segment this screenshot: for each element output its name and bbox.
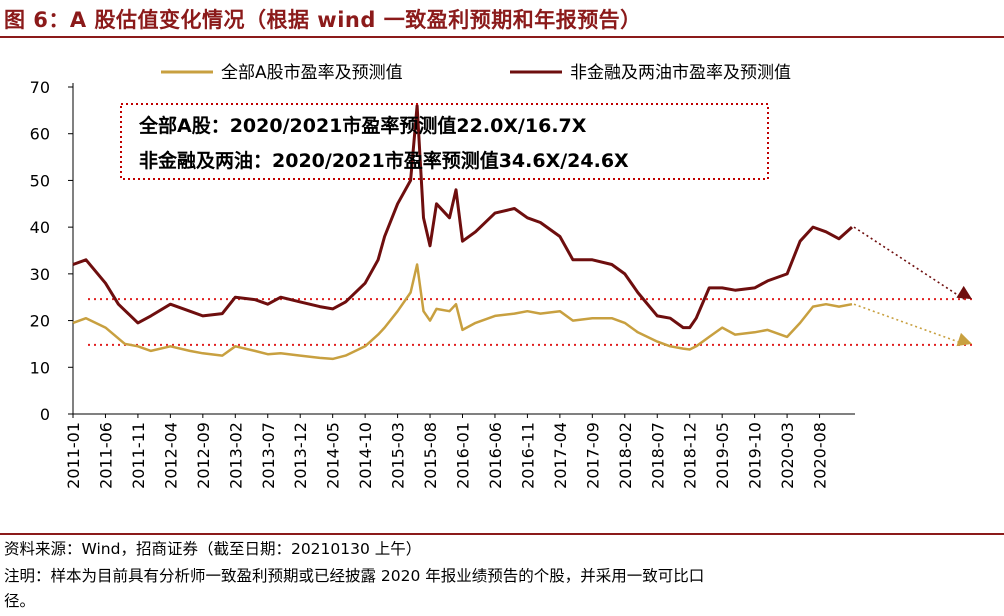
- x-tick-label: 2012-09: [194, 422, 213, 489]
- source-note: 资料来源：Wind，招商证券（截至日期：20210130 上午）: [4, 540, 422, 558]
- x-tick-label: 2013-12: [291, 422, 310, 489]
- series-lines: [72, 104, 854, 361]
- series-line-1: [72, 263, 853, 361]
- x-tick-label: 2019-10: [746, 422, 765, 489]
- y-tick-label: 10: [30, 358, 50, 377]
- annotation-border: [120, 103, 769, 180]
- annotation-line-2: 非金融及两油：2020/2021市盈率预测值34.6X/24.6X: [139, 149, 629, 172]
- y-tick-label: 50: [30, 171, 50, 190]
- x-tick-label: 2020-03: [778, 422, 797, 489]
- forecast-arrows: [853, 226, 972, 347]
- x-tick-label: 2019-05: [713, 422, 732, 489]
- footnote-line-1: 注明：样本为目前具有分析师一致盈利预期或已经披露 2020 年报业绩预告的个股，…: [4, 567, 705, 585]
- forecast-arrow-head-1: [956, 285, 972, 300]
- x-tick-label: 2018-02: [616, 422, 635, 489]
- legend-label-1: 全部A股市盈率及预测值: [221, 63, 403, 83]
- series-line-2: [72, 104, 854, 330]
- y-tick-label: 60: [30, 125, 50, 144]
- figure-title: 图 6：A 股估值变化情况（根据 wind 一致盈利预期和年报预告）: [4, 8, 642, 32]
- x-tick-label: 2018-12: [681, 422, 700, 489]
- y-tick-label: 30: [30, 265, 50, 284]
- annotation-box: 全部A股：2020/2021市盈率预测值22.0X/16.7X 非金融及两油：20…: [120, 103, 769, 180]
- y-tick-label: 0: [40, 405, 50, 424]
- x-tick-label: 2014-05: [324, 422, 343, 489]
- x-tick-label: 2013-02: [226, 422, 245, 489]
- annotation-line-1: 全部A股：2020/2021市盈率预测值22.0X/16.7X: [138, 114, 587, 137]
- x-axis: 2011-01 2011-06 2011-11 2012-04 2012-09 2013-…: [64, 413, 855, 489]
- x-tick-label: 2015-03: [389, 422, 408, 489]
- forecast-arrow-head-2: [956, 332, 972, 347]
- x-tick-label: 2017-09: [583, 422, 602, 489]
- footnote-line-2: 径。: [4, 592, 36, 610]
- forecast-arrow-line-2: [853, 303, 965, 345]
- title-rule: [0, 36, 1004, 38]
- x-tick-label: 2016-01: [454, 422, 473, 489]
- x-tick-label: 2015-08: [421, 422, 440, 489]
- x-tick-label: 2020-08: [811, 422, 830, 489]
- forecast-arrow-line-1: [853, 226, 965, 300]
- x-tick-label: 2016-06: [486, 422, 505, 489]
- x-tick-label: 2016-11: [518, 422, 537, 489]
- y-tick-label: 40: [30, 218, 50, 237]
- x-tick-label: 2018-07: [648, 422, 667, 489]
- y-tick-label: 70: [30, 78, 50, 97]
- x-tick-label: 2017-04: [551, 422, 570, 489]
- x-tick-label: 2013-07: [259, 422, 278, 489]
- x-tick-label: 2014-10: [356, 422, 375, 489]
- x-tick-label: 2011-06: [96, 422, 115, 489]
- chart-area: 全部A股市盈率及预测值 非金融及两油市盈率及预测值 0 10 20 30 40 50 60 70…: [30, 63, 975, 489]
- x-tick-label: 2012-04: [161, 422, 180, 489]
- x-tick-label: 2011-01: [64, 422, 83, 489]
- legend: 全部A股市盈率及预测值 非金融及两油市盈率及预测值: [161, 63, 791, 83]
- source-rule: [0, 533, 1004, 535]
- legend-label-2: 非金融及两油市盈率及预测值: [570, 63, 791, 83]
- y-axis: 0 10 20 30 40 50 60 70: [30, 78, 74, 424]
- y-tick-label: 20: [30, 312, 50, 331]
- reference-lines: [88, 298, 975, 346]
- x-tick-label: 2011-11: [129, 422, 148, 489]
